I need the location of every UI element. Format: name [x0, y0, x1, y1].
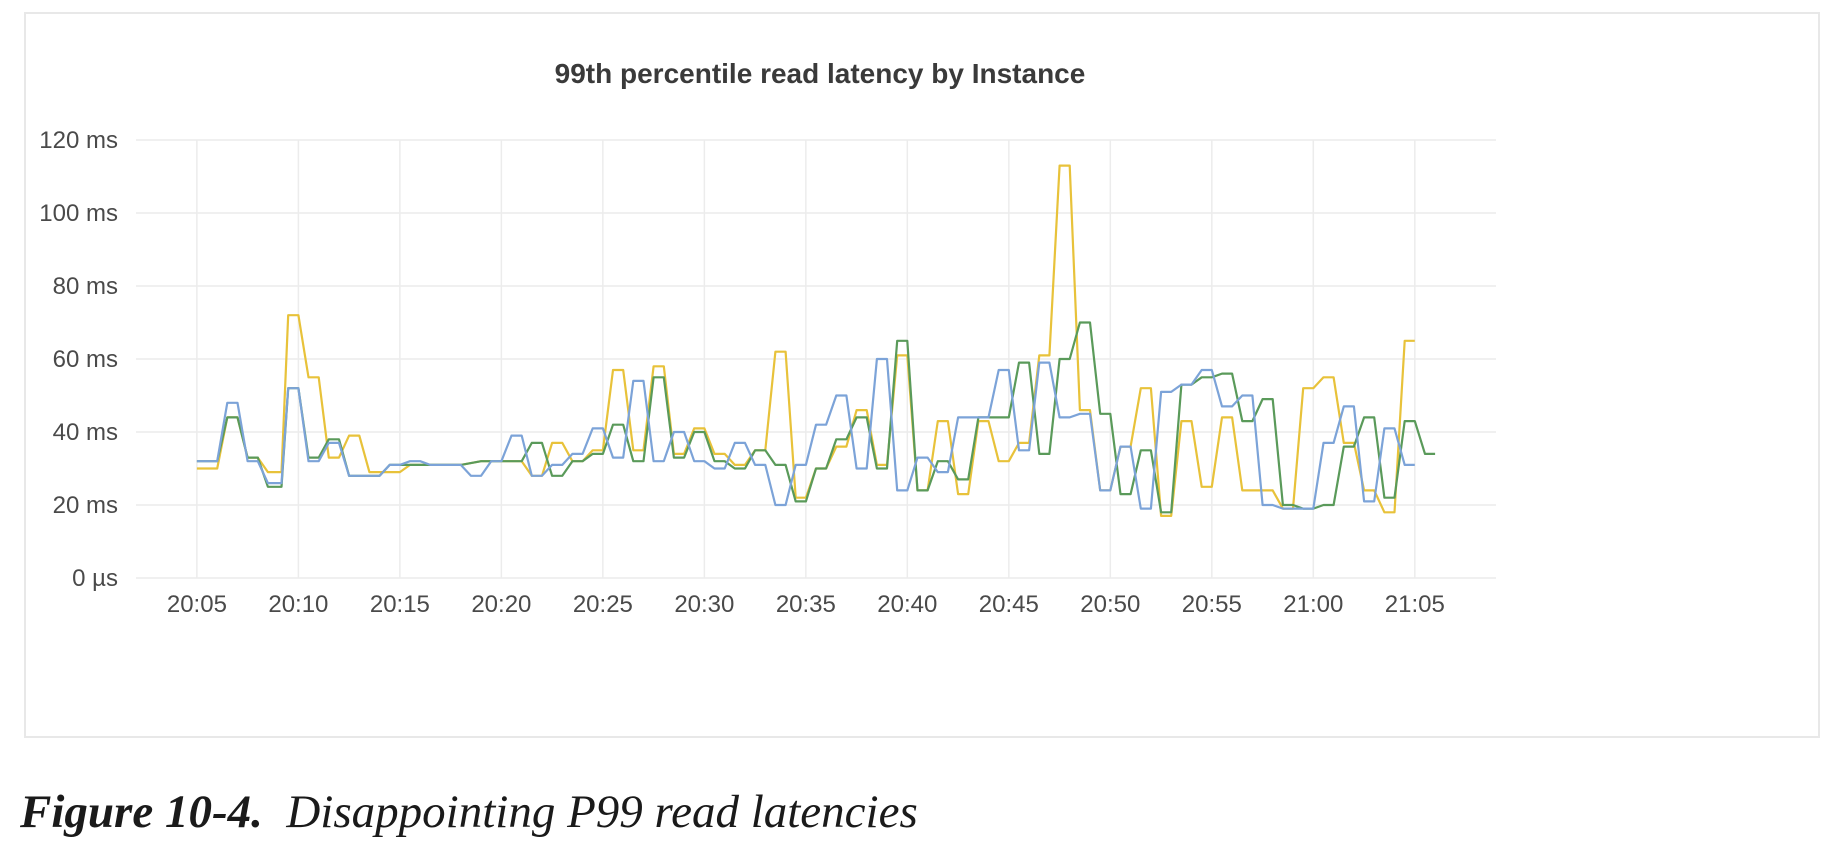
- x-tick-label: 21:05: [1385, 591, 1445, 618]
- x-tick-label: 20:15: [370, 591, 430, 618]
- y-tick-label: 0 µs: [72, 565, 118, 592]
- chart-title: 99th percentile read latency by Instance: [554, 58, 1086, 89]
- x-tick-label: 21:00: [1283, 591, 1343, 618]
- caption-text: Disappointing P99 read latencies: [286, 786, 918, 838]
- series-line-1: [196, 164, 1415, 517]
- y-tick-label: 80 ms: [53, 273, 118, 300]
- y-tick-label: 20 ms: [53, 492, 118, 519]
- x-tick-label: 20:45: [979, 591, 1039, 618]
- chart-panel: 99th percentile read latency by Instance…: [24, 12, 1820, 738]
- x-tick-label: 20:10: [268, 591, 328, 618]
- y-tick-label: 120 ms: [39, 127, 118, 154]
- x-tick-label: 20:35: [776, 591, 836, 618]
- x-tick-label: 20:30: [674, 591, 734, 618]
- figure-caption: Figure 10-4. Disappointing P99 read late…: [20, 785, 918, 839]
- x-tick-label: 20:20: [471, 591, 531, 618]
- figure-number: Figure 10-4.: [20, 786, 263, 838]
- x-tick-label: 20:05: [167, 591, 227, 618]
- x-tick-label: 20:50: [1080, 591, 1140, 618]
- series-line-2: [196, 321, 1436, 514]
- y-tick-label: 100 ms: [39, 200, 118, 227]
- x-tick-label: 20:55: [1182, 591, 1242, 618]
- x-tick-label: 20:25: [573, 591, 633, 618]
- y-tick-label: 60 ms: [53, 346, 118, 373]
- y-tick-label: 40 ms: [53, 419, 118, 446]
- chart-plot: 0 µs 20 ms 40 ms 60 ms 80 ms 100 ms 120 ms 20:0…: [39, 127, 1496, 618]
- x-tick-label: 20:40: [877, 591, 937, 618]
- series-line-3: [196, 357, 1415, 510]
